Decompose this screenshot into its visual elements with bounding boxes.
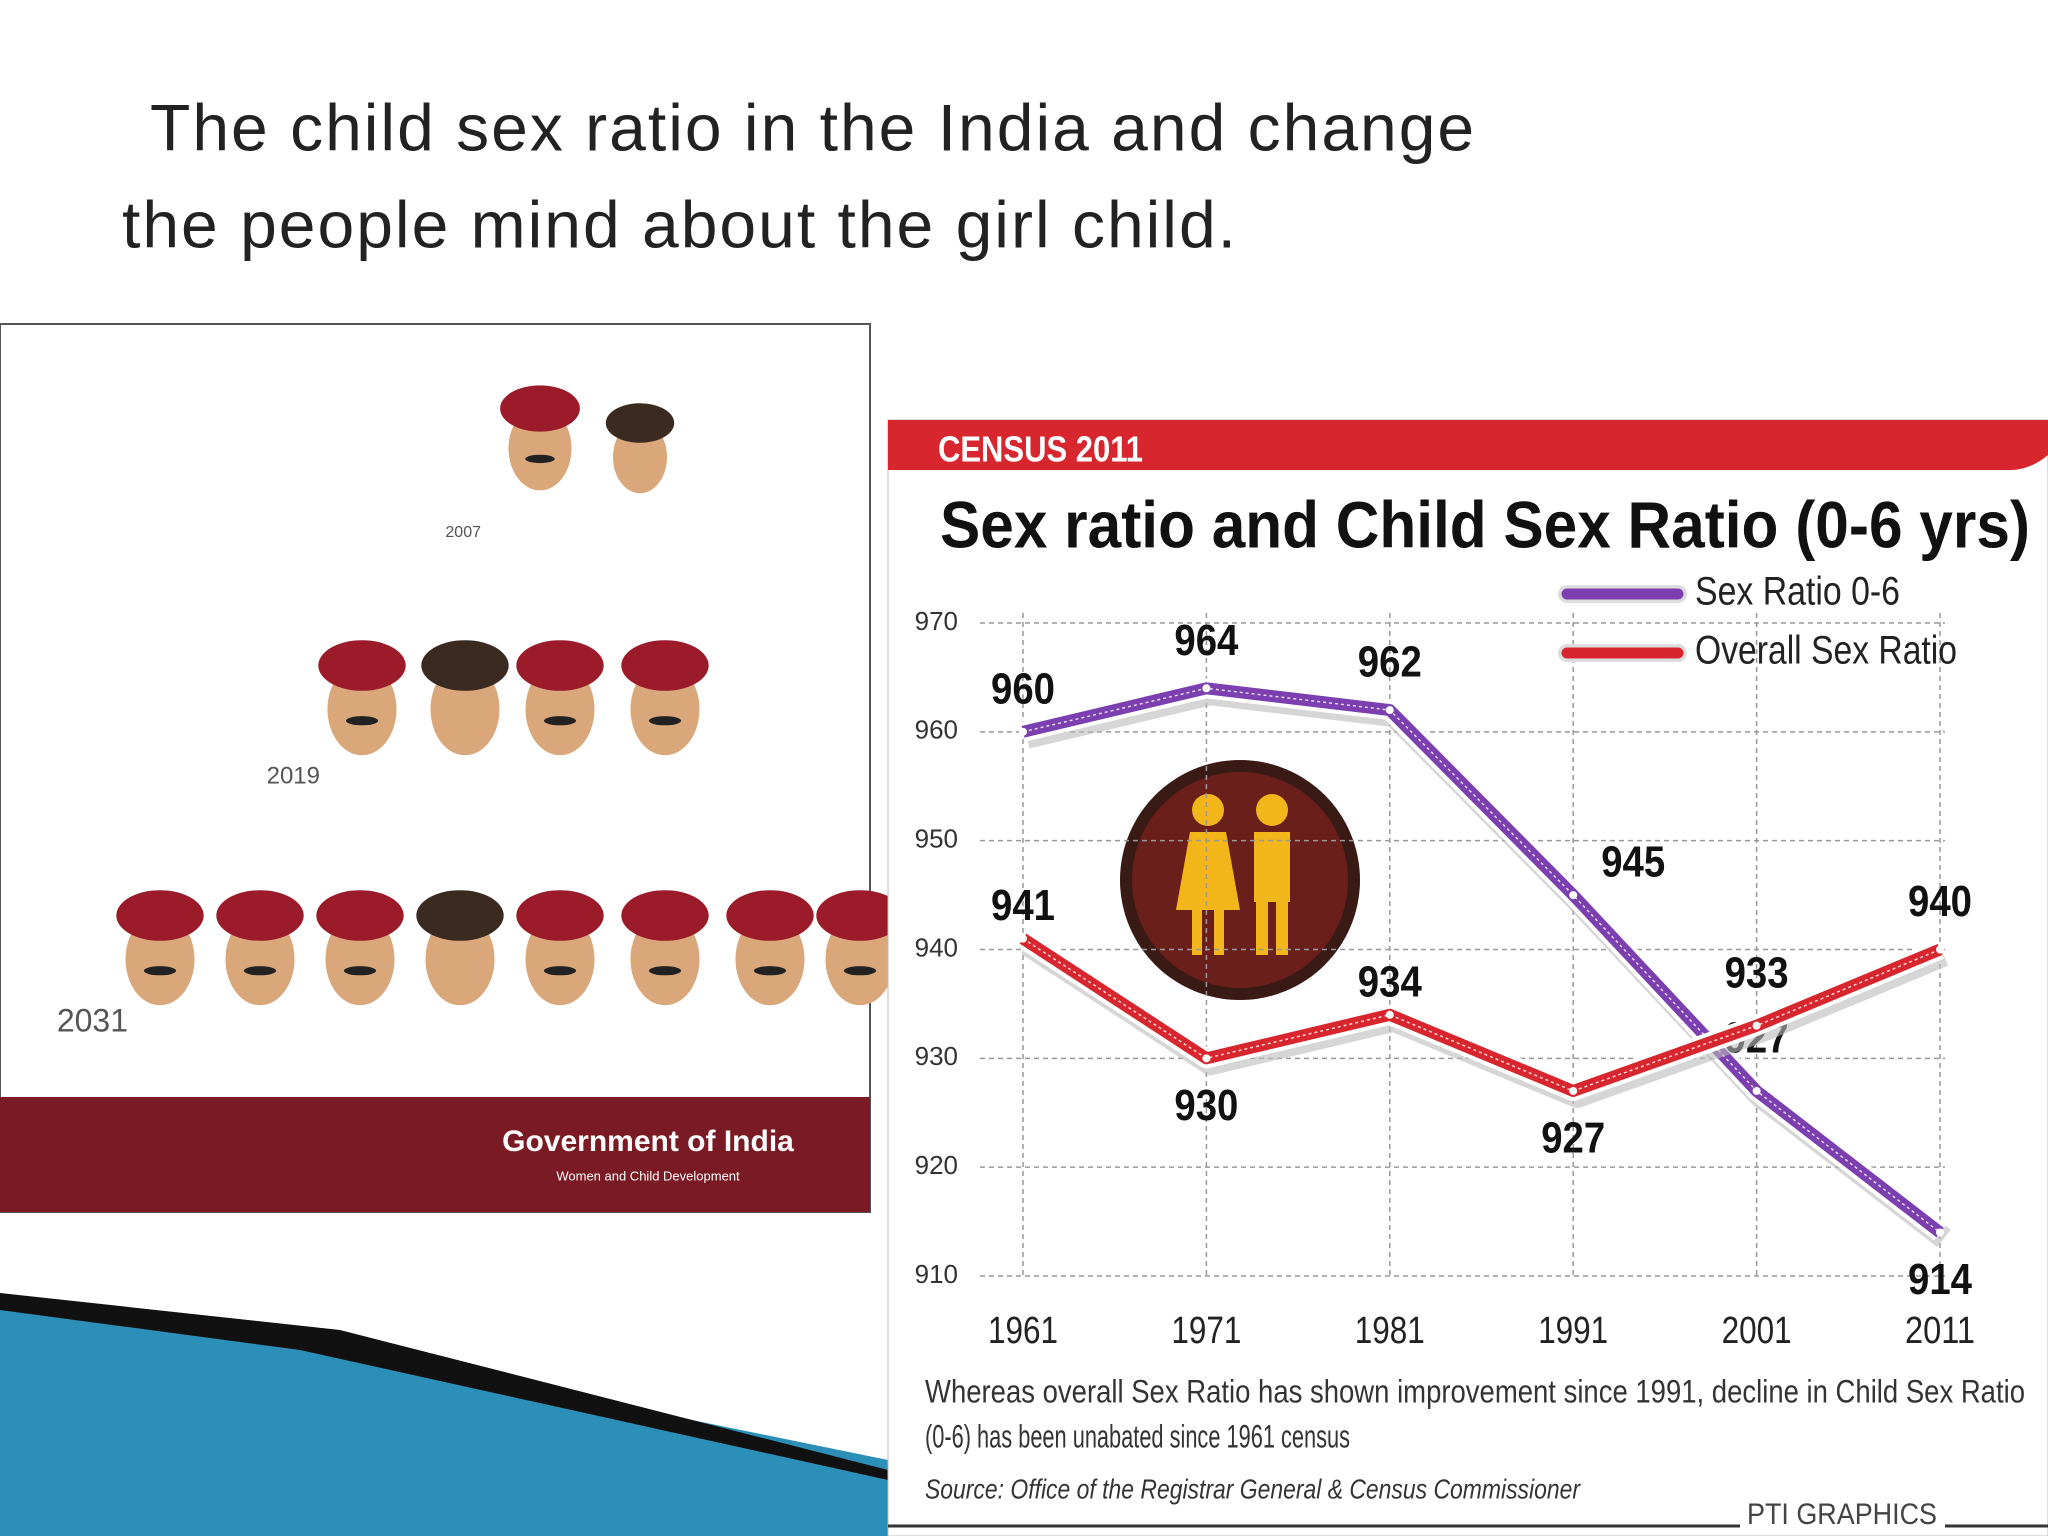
year-label: 2007	[445, 524, 481, 541]
y-tick-label: 910	[915, 1259, 958, 1289]
point	[1936, 945, 1944, 954]
x-tick-label: 1981	[1355, 1310, 1425, 1352]
swoosh-edge	[0, 1293, 888, 1480]
point	[1385, 706, 1394, 715]
y-tick-label: 970	[915, 606, 958, 636]
point	[1752, 1086, 1761, 1095]
turban	[216, 890, 304, 941]
moustache	[343, 966, 377, 976]
moustache	[345, 716, 379, 726]
point	[1385, 1010, 1394, 1019]
y-tick-label: 930	[915, 1041, 958, 1071]
data-label: 930	[1174, 1081, 1238, 1130]
x-tick-label: 1991	[1538, 1310, 1608, 1352]
panel-band	[0, 1097, 870, 1212]
y-tick-label: 950	[915, 824, 958, 854]
swoosh	[0, 1293, 888, 1536]
point	[1752, 1021, 1761, 1030]
y-tick-label: 940	[915, 932, 958, 962]
legend-label: Sex Ratio 0-6	[1695, 570, 1900, 614]
slide-title: the people mind about the girl child.	[122, 187, 1238, 261]
turban	[516, 890, 604, 941]
moustache	[543, 716, 577, 726]
slide-title: The child sex ratio in the India and cha…	[150, 90, 1476, 164]
moustache	[543, 966, 577, 976]
year-label: 2031	[57, 1002, 128, 1038]
turban	[116, 890, 204, 941]
y-tick-label: 920	[915, 1150, 958, 1180]
series-highlight	[1022, 937, 1941, 1092]
series-highlight	[1022, 687, 1941, 1234]
chart-header: CENSUS 2011	[938, 429, 1143, 470]
point	[1569, 1086, 1578, 1095]
moustache	[843, 966, 877, 976]
turban	[500, 385, 580, 432]
turban	[621, 890, 709, 941]
hair	[605, 403, 675, 443]
point	[1202, 1054, 1211, 1063]
turban	[621, 640, 709, 691]
data-label: 927	[1541, 1114, 1605, 1163]
panel-frame	[0, 323, 871, 1213]
source: Source: Office of the Registrar General …	[925, 1473, 1581, 1504]
moustache	[648, 716, 682, 726]
moustache	[143, 966, 177, 976]
x-tick-label: 2011	[1905, 1310, 1975, 1352]
point	[1019, 934, 1027, 943]
footer-title: Government of India	[502, 1125, 794, 1158]
data-label: 960	[991, 664, 1055, 713]
credit-bg	[1740, 1500, 1945, 1534]
data-label: 964	[1174, 616, 1238, 665]
data-label: 962	[1358, 638, 1422, 687]
legend-label: Overall Sex Ratio	[1695, 629, 1957, 673]
y-tick-label: 960	[915, 715, 958, 745]
chart: CENSUS 2011 Sex ratio and Child Sex Rati…	[887, 419, 2048, 1536]
note: Whereas overall Sex Ratio has shown impr…	[925, 1373, 2025, 1409]
x-tick-label: 1961	[988, 1310, 1058, 1352]
note: (0-6) has been unabated since 1961 censu…	[925, 1418, 1350, 1454]
credit: PTI GRAPHICS	[1747, 1498, 1937, 1531]
moustache	[525, 454, 555, 464]
data-label: 933	[1725, 948, 1789, 997]
data-label: 945	[1601, 838, 1665, 887]
x-tick-label: 1971	[1171, 1310, 1241, 1352]
turban	[318, 640, 406, 691]
image-panel: 2007 2019 2031 Government of India Women…	[0, 323, 904, 1213]
data-label: 940	[1908, 877, 1972, 926]
data-label: 914	[1908, 1255, 1972, 1304]
turban	[516, 640, 604, 691]
point	[1019, 727, 1027, 736]
data-label: 941	[991, 881, 1055, 930]
header-band	[888, 420, 2048, 470]
point	[1202, 684, 1211, 693]
faces	[116, 385, 904, 1006]
x-tick-label: 2001	[1722, 1310, 1792, 1352]
hair	[421, 640, 509, 691]
hair	[416, 890, 504, 941]
point	[1569, 891, 1578, 900]
footer-subtitle: Women and Child Development	[556, 1168, 740, 1183]
chart-title: Sex ratio and Child Sex Ratio (0-6 yrs)	[940, 487, 2030, 561]
turban	[316, 890, 404, 941]
year-label: 2019	[267, 762, 320, 789]
turban	[816, 890, 904, 941]
turban	[726, 890, 814, 941]
moustache	[648, 966, 682, 976]
icon	[1120, 760, 1360, 1000]
moustache	[243, 966, 277, 976]
data-label: 934	[1358, 957, 1422, 1006]
moustache	[753, 966, 787, 976]
point	[1936, 1228, 1944, 1237]
